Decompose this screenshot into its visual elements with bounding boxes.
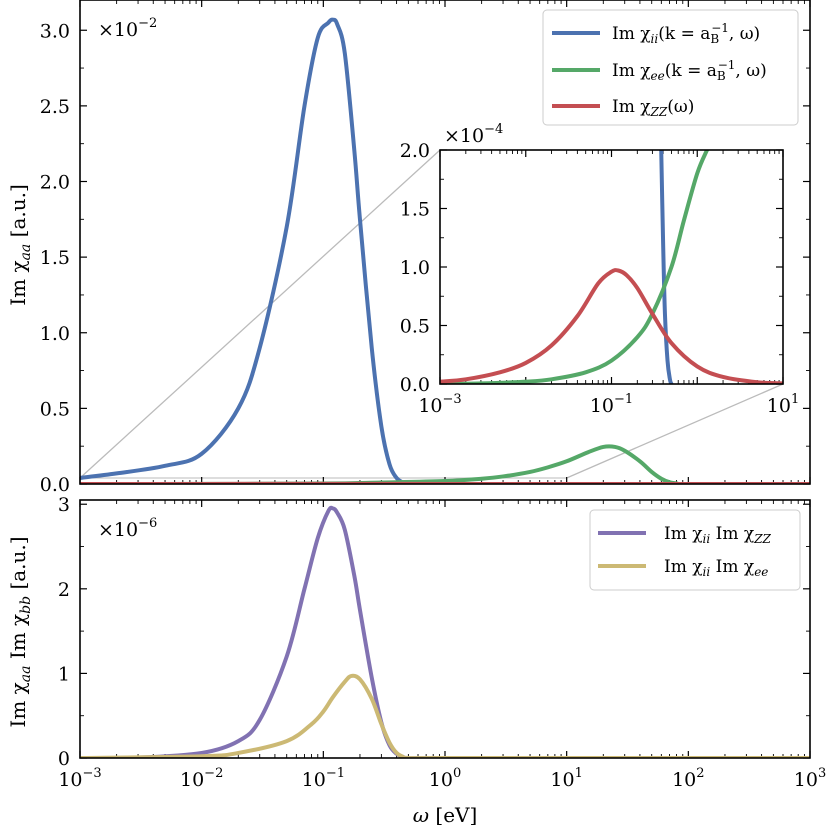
inset-frame xyxy=(439,149,784,385)
y-tick-label: 1 xyxy=(58,663,70,685)
bottom-y-axis-title: Im χaa Im χbb [a.u.] xyxy=(6,536,34,727)
series-line xyxy=(659,150,674,384)
connector-line xyxy=(566,383,784,479)
inset-panel: 0.0 0.5 1.0 1.5 2.0 10−3 10−1 101 ×10−4 xyxy=(400,122,799,417)
x-tick-label: 101 xyxy=(767,392,799,417)
bottom-plot-frame xyxy=(79,499,811,759)
y-tick-label: 1.5 xyxy=(400,199,430,221)
x-tick-label: 10−2 xyxy=(180,766,223,791)
y-tick-label: 0.0 xyxy=(400,374,430,396)
y-tick-label: 3 xyxy=(58,494,70,516)
y-tick-label: 1.5 xyxy=(40,247,70,269)
top-plot-frame xyxy=(79,0,811,485)
top-ticks: 0.0 0.5 1.0 1.5 2.0 2.5 3.0 xyxy=(40,0,811,496)
x-tick-label: 103 xyxy=(794,766,826,791)
x-tick-label: 102 xyxy=(672,766,704,791)
top-legend-box xyxy=(542,9,799,126)
y-tick-label: 2.0 xyxy=(400,140,430,162)
connector-line xyxy=(79,149,441,479)
x-axis-title: ω [eV] xyxy=(413,803,478,827)
bottom-legend: Im χii Im χZZ Im χii Im χee xyxy=(589,509,801,591)
x-tick-label: 10−3 xyxy=(58,766,101,791)
top-y-axis-title: Im χaa [a.u.] xyxy=(6,184,34,306)
series-line xyxy=(440,150,710,384)
y-tick-label: 2.5 xyxy=(40,96,70,118)
bottom-panel: 0 1 2 3 10−3 10−2 10−1 100 101 102 103 ×10−6 Im χa… xyxy=(6,494,826,827)
inset-background xyxy=(440,150,783,384)
y-tick-label: 1.0 xyxy=(40,323,70,345)
bottom-legend-box xyxy=(589,509,801,591)
y-tick-label: 2.0 xyxy=(40,172,70,194)
y-tick-label: 3.0 xyxy=(40,20,70,42)
x-tick-label: 10−1 xyxy=(590,392,633,417)
x-tick-label: 10−1 xyxy=(302,766,345,791)
legend-label-chi-ee: Im χee(k = aB−1, ω) xyxy=(612,58,767,83)
x-tick-label: 101 xyxy=(550,766,582,791)
x-tick-label: 10−3 xyxy=(418,392,461,417)
y-tick-label: 1.0 xyxy=(400,257,430,279)
y-tick-label: 0 xyxy=(58,748,70,770)
bottom-multiplier: ×10−6 xyxy=(98,516,157,541)
y-tick-label: 2 xyxy=(58,579,70,601)
inset-series-lines xyxy=(440,150,783,384)
series-line xyxy=(80,673,810,758)
legend-label-chi-ii: Im χii(k = aB−1, ω) xyxy=(612,21,760,46)
x-tick-label: 100 xyxy=(429,766,461,791)
top-panel: 0.0 0.5 1.0 1.5 2.0 2.5 3.0 ×10−2 Im χaa [a.u.… xyxy=(6,0,811,496)
top-legend: Im χii(k = aB−1, ω) Im χee(k = aB−1, ω) … xyxy=(542,9,799,126)
y-tick-label: 0.5 xyxy=(40,398,70,420)
legend-label-ii-zz: Im χii Im χZZ xyxy=(664,524,772,546)
series-line xyxy=(440,268,783,384)
y-tick-label: 0.5 xyxy=(400,316,430,338)
legend-label-ii-ee: Im χii Im χee xyxy=(664,557,768,579)
y-tick-label: 0.0 xyxy=(40,474,70,496)
inset-multiplier: ×10−4 xyxy=(444,122,503,147)
legend-label-chi-zz: Im χZZ(ω) xyxy=(612,97,694,119)
top-multiplier: ×10−2 xyxy=(98,16,157,41)
